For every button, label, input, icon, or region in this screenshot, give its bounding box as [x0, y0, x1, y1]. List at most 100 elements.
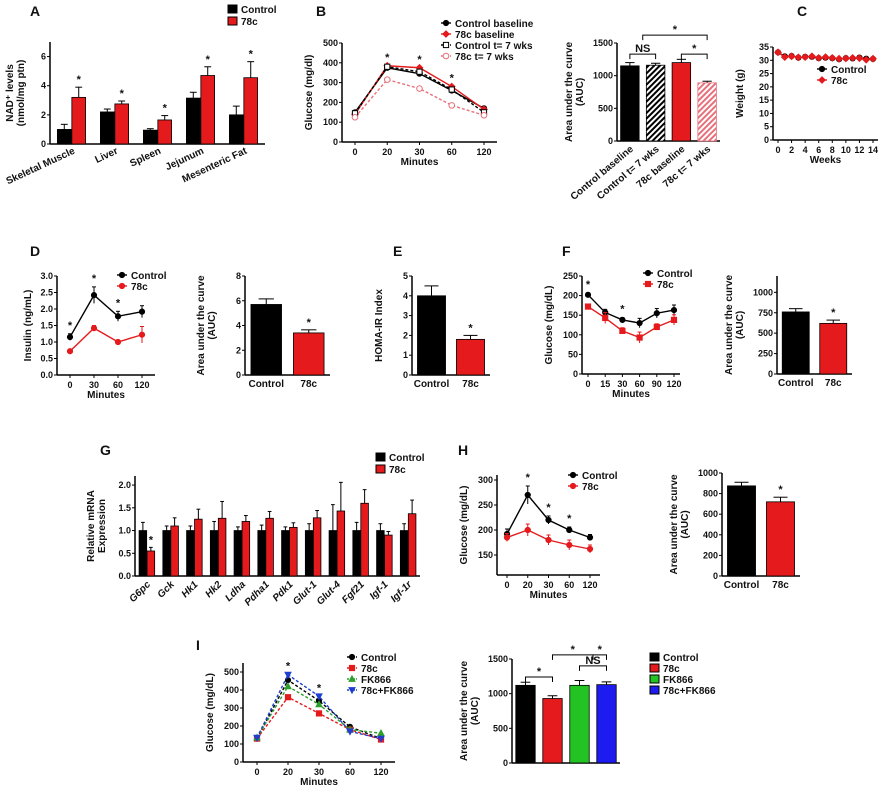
x-tick-label: 30	[414, 147, 424, 157]
y-tick-label: 500	[224, 667, 239, 677]
y-tick-label: 300	[323, 78, 338, 88]
legend-swatch	[375, 464, 386, 474]
panel-label: D	[30, 243, 40, 259]
y-tick-label: 500	[758, 328, 773, 338]
y-tick-label: 0.0	[40, 370, 53, 380]
bar	[819, 322, 848, 375]
bar	[360, 502, 369, 577]
panel-label: A	[30, 3, 40, 19]
x-category-label: 78c	[462, 379, 479, 390]
significance-star: *	[778, 484, 783, 496]
significance-star: *	[468, 322, 473, 334]
legend-swatch	[649, 674, 660, 684]
data-point	[619, 316, 626, 324]
x-category-label: Hk2	[203, 579, 224, 600]
x-tick-label: 60	[345, 767, 355, 777]
bar	[542, 698, 563, 764]
bar	[407, 513, 417, 577]
series-line	[69, 327, 143, 352]
significance-star: *	[317, 682, 322, 694]
data-point	[814, 53, 823, 62]
y-tick-label: 2.0	[40, 304, 53, 314]
y-tick-label: 800	[703, 489, 718, 499]
panel-label: H	[458, 442, 468, 458]
legend-swatch	[227, 16, 238, 26]
data-point	[90, 325, 98, 332]
data-point	[636, 334, 643, 341]
bracket-label: *	[598, 644, 603, 656]
x-category-label: Glut-1	[291, 579, 320, 608]
significance-bracket	[525, 676, 553, 683]
legend-item	[568, 482, 578, 490]
y-tick-label: 1500	[488, 654, 508, 664]
y-tick-label: 10	[759, 108, 769, 118]
y-tick-label: 0	[764, 135, 769, 145]
data-point	[794, 53, 803, 62]
data-point	[138, 308, 146, 315]
bar	[170, 525, 179, 577]
significance-star: *	[116, 297, 121, 309]
y-tick-label: 1.0	[40, 337, 53, 347]
y-tick-label: 3.0	[40, 271, 53, 281]
data-point	[780, 53, 789, 62]
bar	[417, 295, 446, 376]
x-axis-label: Minutes	[401, 157, 439, 168]
data-point	[801, 53, 810, 62]
y-tick-label: 1000	[593, 71, 613, 81]
x-tick-label: 20	[523, 580, 533, 590]
x-tick-label: 14	[868, 145, 878, 155]
legend-marker	[118, 271, 126, 279]
bracket-label: NS	[585, 655, 600, 667]
legend-label: Control	[241, 5, 277, 16]
panel-label: G	[100, 442, 111, 458]
bar	[596, 684, 617, 764]
x-category-label: 78c	[300, 379, 317, 390]
y-tick-label: 5	[764, 122, 769, 132]
y-tick-label: 4	[41, 81, 46, 91]
x-tick-label: 0	[254, 767, 259, 777]
y-axis-label: (AUC)	[470, 697, 481, 725]
x-tick-label: 12	[854, 145, 864, 155]
significance-star: *	[831, 307, 836, 319]
y-tick-label: 50	[568, 349, 578, 359]
bar	[241, 521, 251, 577]
data-point	[284, 682, 292, 690]
data-point	[821, 53, 830, 62]
series-control	[66, 286, 146, 341]
legend-label: 78c	[582, 482, 599, 493]
legend-label: FK866	[663, 675, 693, 686]
y-tick-label: 30	[759, 55, 769, 65]
data-point	[284, 671, 292, 679]
series-control	[584, 291, 678, 328]
y-tick-label: 3	[403, 311, 408, 321]
bar	[328, 530, 338, 577]
legend-item	[347, 653, 357, 661]
legend-marker	[118, 282, 126, 290]
bar	[569, 684, 590, 764]
x-tick-label: 30	[314, 767, 324, 777]
y-axis-label: (AUC)	[735, 311, 746, 339]
y-tick-label: 0	[768, 369, 773, 379]
x-category-label: Control	[248, 379, 284, 390]
significance-star: *	[149, 534, 154, 546]
x-tick-label: 120	[134, 380, 149, 390]
legend-label: Control	[361, 653, 397, 664]
legend-label: 78c	[131, 282, 148, 293]
bar	[257, 530, 266, 577]
y-tick-label: 500	[598, 103, 613, 113]
bar	[766, 501, 795, 577]
y-tick-label: 1.0	[118, 526, 131, 536]
legend-item	[643, 280, 653, 288]
bar	[293, 332, 325, 376]
x-tick-label: 60	[564, 580, 574, 590]
data-point	[524, 491, 531, 499]
legend-marker	[644, 280, 652, 288]
bar	[727, 485, 756, 577]
y-axis-label: Glucose (mg/dL)	[205, 673, 216, 752]
x-tick-label: 120	[666, 379, 681, 389]
x-category-label: Gck	[156, 579, 177, 600]
data-point	[848, 53, 857, 62]
data-point	[416, 68, 423, 75]
x-tick-label: 4	[803, 145, 808, 155]
y-tick-label: 1000	[753, 287, 773, 297]
